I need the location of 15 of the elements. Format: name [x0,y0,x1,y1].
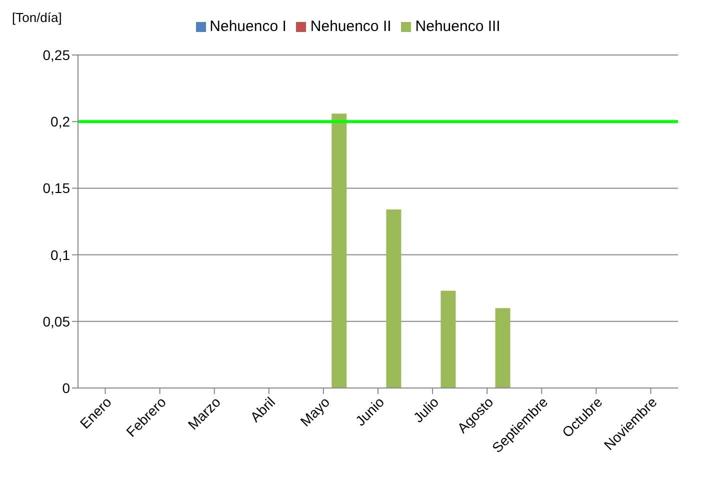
x-tick-label: Julio [410,394,442,426]
legend-label: Nehuenco I [210,18,286,35]
y-tick-label: 0 [62,380,70,396]
y-tick-label: 0,15 [42,180,70,196]
y-tick-label: 0,05 [42,313,70,330]
bar [495,308,510,388]
y-axis-title: [Ton/día] [12,10,62,25]
bar [332,114,347,388]
y-tick-label: 0,25 [42,46,70,63]
y-tick-label: 0,1 [50,246,70,263]
legend-label: Nehuenco III [415,18,500,35]
bar [440,290,456,388]
legend-label: Nehuenco II [310,18,392,35]
bar [386,210,402,388]
y-tick-label: 0,2 [50,114,70,130]
